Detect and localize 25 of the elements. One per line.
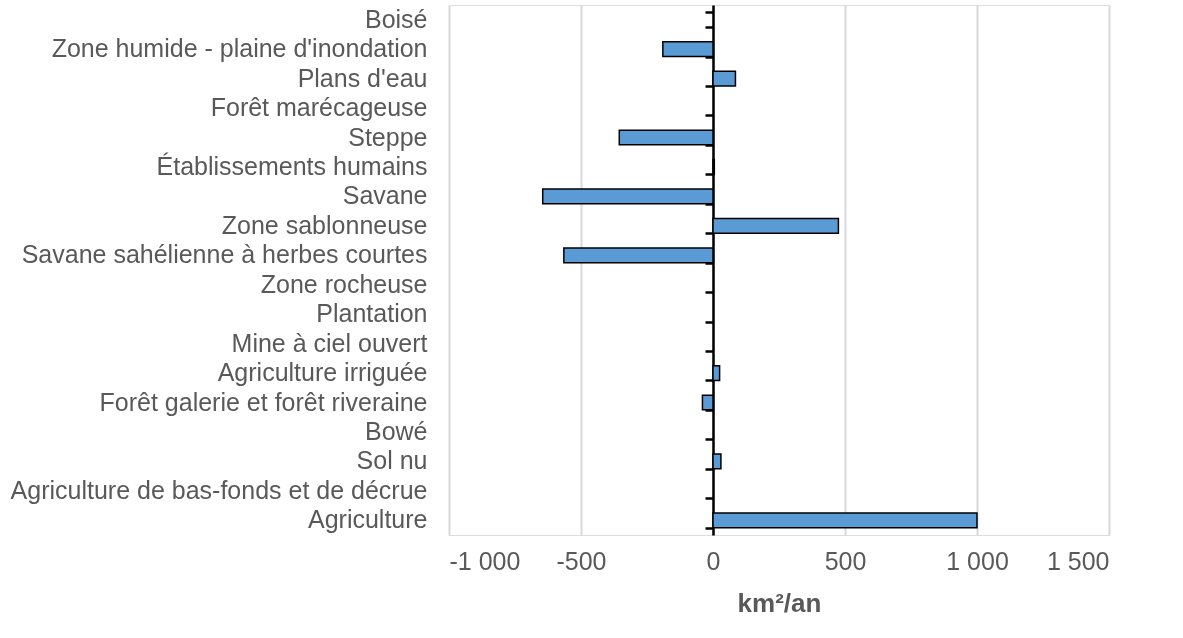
y-tick-label: Agriculture — [308, 505, 428, 534]
y-tick-label: Forêt marécageuse — [210, 93, 428, 122]
x-tick-label: -500 — [556, 546, 607, 575]
y-tick-label: Zone sablonneuse — [221, 210, 428, 239]
y-tick-label: Agriculture de bas-fonds et de décrue — [10, 475, 428, 504]
y-tick-label: Agriculture irriguée — [217, 358, 428, 387]
x-tick-label: -1 000 — [449, 546, 521, 575]
y-tick-label: Bowé — [364, 416, 428, 445]
x-tick-label: 1 500 — [1046, 546, 1110, 575]
x-tick-label: 0 — [706, 546, 721, 575]
y-tick-label: Savane sahélienne à herbes courtes — [21, 240, 428, 269]
y-tick-label: Boisé — [364, 4, 428, 33]
y-tick-label: Plans d'eau — [297, 63, 428, 92]
y-tick-label: Forêt galerie et forêt riveraine — [99, 387, 428, 416]
y-tick-label: Mine à ciel ouvert — [231, 328, 428, 357]
y-tick-label: Établissements humains — [156, 151, 428, 180]
x-axis-title: km²/an — [737, 587, 822, 618]
y-tick-label: Plantation — [316, 299, 428, 328]
y-tick-label: Zone humide - plaine d'inondation — [51, 34, 428, 63]
y-tick-label: Sol nu — [356, 446, 428, 475]
x-tick-label: 500 — [824, 546, 867, 575]
y-tick-label: Zone rocheuse — [260, 269, 428, 298]
y-tick-label: Steppe — [348, 122, 428, 151]
y-tick-label: Savane — [342, 181, 428, 210]
x-tick-label: 1 000 — [946, 546, 1009, 575]
